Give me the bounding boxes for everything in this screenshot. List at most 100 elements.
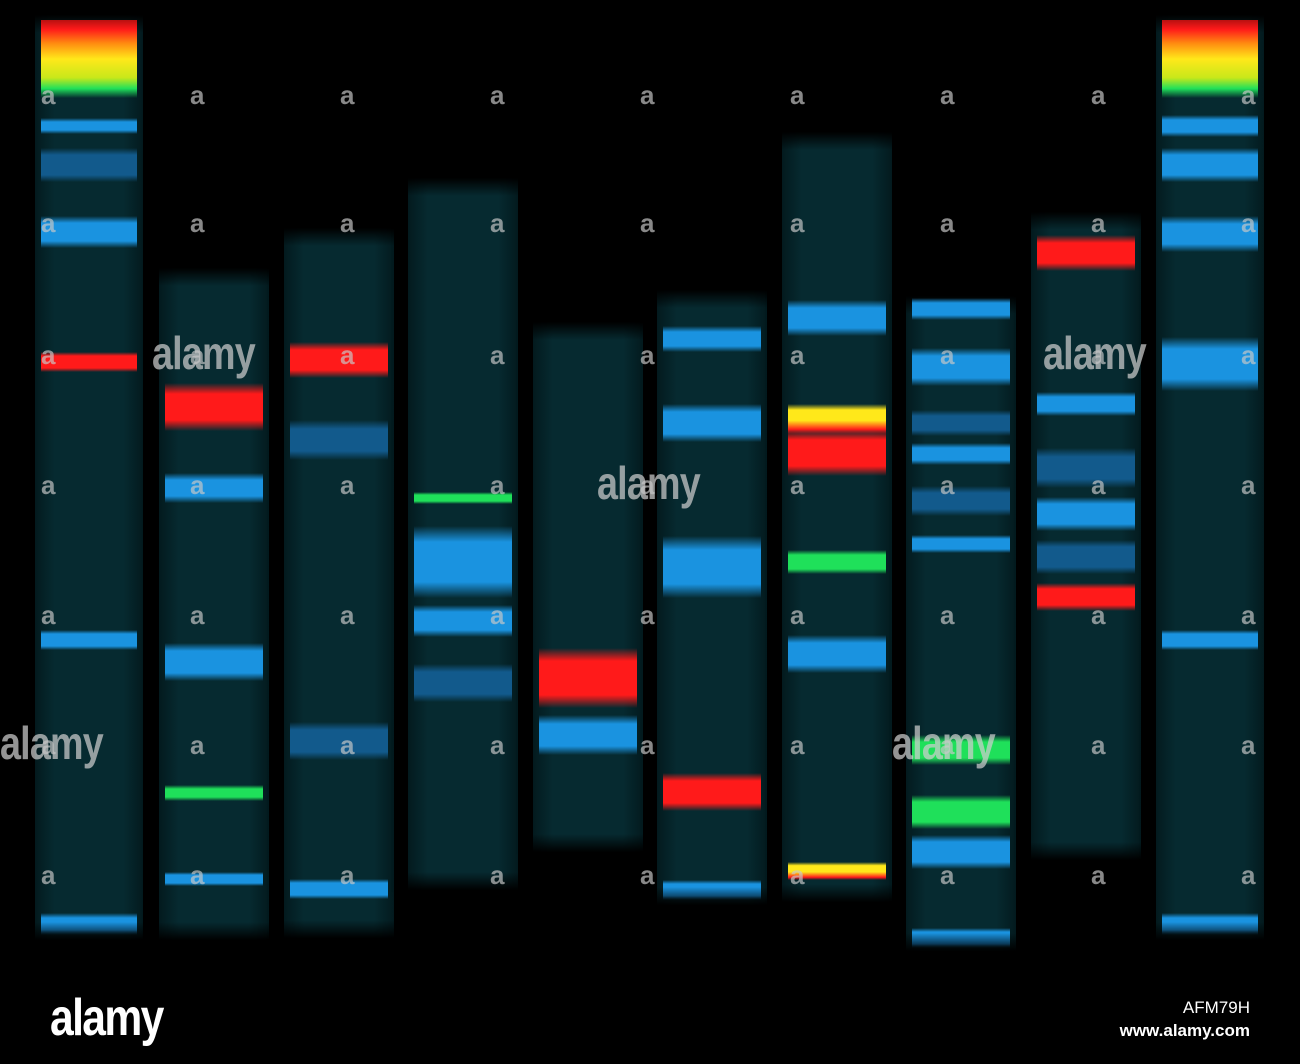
lane-7	[782, 132, 892, 902]
watermark-logo: alamy	[152, 327, 256, 379]
watermark-a: a	[1241, 80, 1256, 110]
band-blue-dim	[414, 664, 512, 702]
watermark-logo: alamy	[597, 457, 701, 509]
band-blue-dim	[1037, 540, 1135, 574]
watermark-a: a	[190, 208, 205, 238]
watermark-a: a	[1091, 208, 1106, 238]
watermark-a: a	[1241, 730, 1256, 760]
lane-6	[657, 290, 767, 905]
band-green	[414, 492, 512, 504]
watermark-a: a	[1241, 600, 1256, 630]
watermark-a: a	[41, 860, 56, 890]
band-blue	[41, 630, 137, 650]
band-blue-dim	[912, 486, 1010, 516]
watermark-a: a	[41, 730, 56, 760]
band-blue	[912, 928, 1010, 948]
band-green	[788, 550, 886, 574]
band-ladder-top	[1162, 20, 1258, 98]
watermark-a: a	[790, 470, 805, 500]
watermark-a: a	[790, 208, 805, 238]
watermark-a: a	[490, 340, 505, 370]
band-blue	[1037, 497, 1135, 531]
watermark-a: a	[41, 600, 56, 630]
watermark-a: a	[490, 860, 505, 890]
band-red	[165, 383, 263, 431]
band-green	[165, 785, 263, 801]
band-blue	[414, 605, 512, 637]
band-blue-dim	[41, 148, 137, 182]
watermark-a: a	[640, 208, 655, 238]
watermark-a: a	[640, 860, 655, 890]
watermark-a: a	[490, 470, 505, 500]
band-blue	[1037, 392, 1135, 416]
lane-10-ladder	[1156, 15, 1264, 940]
band-blue	[663, 326, 761, 352]
band-blue	[912, 348, 1010, 386]
watermark-a: a	[790, 600, 805, 630]
watermark-a: a	[1091, 600, 1106, 630]
band-blue	[165, 473, 263, 503]
watermark-a: a	[340, 730, 355, 760]
watermark-a: a	[1091, 860, 1106, 890]
alamy-logo: alamy	[50, 989, 164, 1047]
lane-3	[284, 228, 394, 938]
band-blue	[1162, 913, 1258, 935]
band-yellow	[788, 404, 886, 434]
band-blue	[41, 913, 137, 935]
lane-8	[906, 296, 1016, 951]
band-blue-dim	[1037, 448, 1135, 488]
band-blue	[912, 835, 1010, 869]
watermark-a: a	[790, 340, 805, 370]
watermark-a: a	[1091, 340, 1106, 370]
watermark-a: a	[41, 340, 56, 370]
watermark-a: a	[1241, 208, 1256, 238]
band-blue	[663, 404, 761, 442]
watermark-a: a	[790, 730, 805, 760]
watermark-a: a	[41, 208, 56, 238]
watermark-a: a	[940, 470, 955, 500]
watermark-a: a	[1091, 80, 1106, 110]
band-blue	[539, 715, 637, 755]
band-blue	[663, 536, 761, 598]
lane-2	[159, 268, 269, 940]
watermark-a: a	[790, 860, 805, 890]
watermark-a: a	[490, 600, 505, 630]
watermark-a: a	[190, 80, 205, 110]
band-yellow	[788, 862, 886, 880]
lane-4	[408, 178, 518, 890]
watermark-a: a	[490, 80, 505, 110]
band-red	[290, 342, 388, 378]
image-url: www.alamy.com	[1119, 1021, 1250, 1040]
watermark-a: a	[1091, 470, 1106, 500]
band-red	[539, 648, 637, 708]
band-blue	[912, 298, 1010, 320]
watermark-a: a	[1241, 470, 1256, 500]
watermark-a: a	[340, 340, 355, 370]
watermark-a: a	[340, 600, 355, 630]
watermark-a: a	[340, 80, 355, 110]
band-blue	[41, 118, 137, 134]
watermark-logo: alamy	[1043, 327, 1147, 379]
band-red	[1037, 583, 1135, 611]
watermark-a: a	[1241, 340, 1256, 370]
gel-electrophoresis-image: alamy alamy alamy alamy alamy a a a a a a a a a a a a a a a…	[0, 15, 1264, 951]
lane-1-ladder	[35, 15, 143, 940]
watermark-a: a	[490, 208, 505, 238]
band-red	[1037, 235, 1135, 271]
band-blue	[1162, 216, 1258, 252]
band-blue	[788, 635, 886, 673]
band-blue	[663, 880, 761, 900]
watermark-a: a	[490, 730, 505, 760]
band-blue-dim	[290, 722, 388, 760]
band-blue	[165, 872, 263, 886]
band-blue-dim	[290, 420, 388, 460]
watermark-a: a	[190, 730, 205, 760]
watermark-a: a	[640, 600, 655, 630]
watermark-logo: alamy	[0, 717, 104, 769]
watermark-a: a	[940, 730, 955, 760]
watermark-a: a	[790, 80, 805, 110]
band-blue	[1162, 115, 1258, 137]
watermark-a: a	[940, 340, 955, 370]
watermark-a: a	[41, 470, 56, 500]
band-blue	[414, 526, 512, 598]
